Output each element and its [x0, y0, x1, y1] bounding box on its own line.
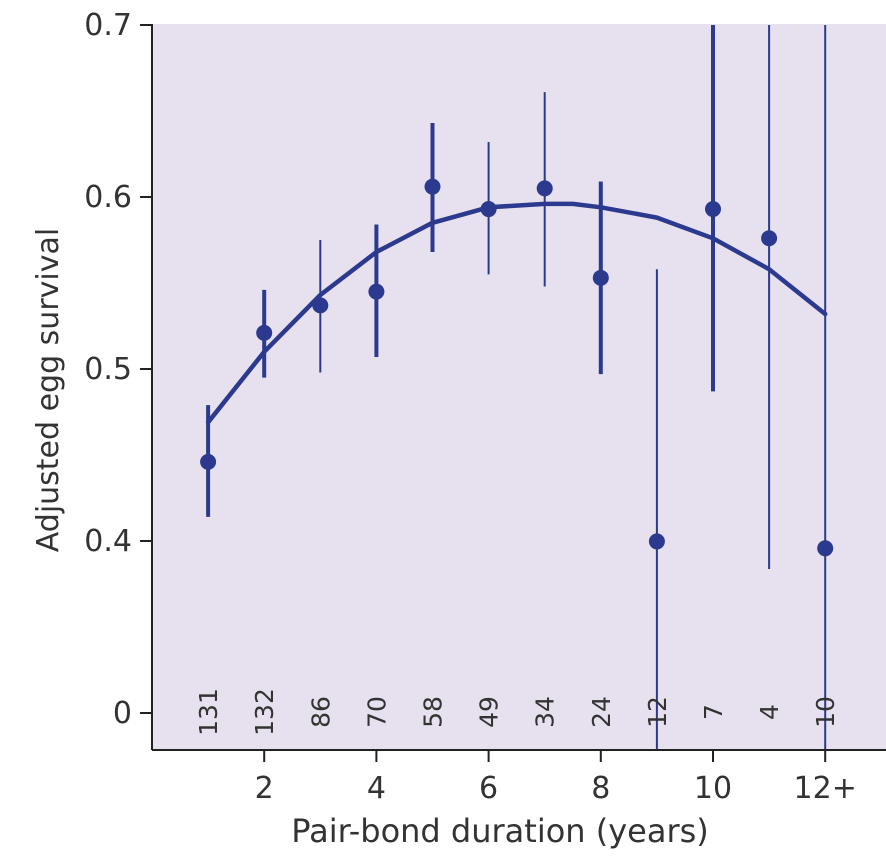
data-point [480, 201, 497, 218]
y-tick-label: 0.4 [84, 524, 132, 559]
x-tick-label: 4 [367, 771, 386, 806]
y-tick-label: 0.6 [84, 180, 132, 215]
sample-size-label: 70 [362, 696, 391, 728]
x-tick-label: 12+ [794, 771, 857, 806]
sample-size-label: 7 [699, 704, 728, 720]
y-tick-label: 0.5 [84, 352, 132, 387]
data-point [592, 269, 609, 286]
data-point [536, 180, 553, 197]
data-point [424, 178, 441, 195]
data-point [256, 324, 273, 341]
sample-size-label: 34 [531, 696, 560, 728]
sample-size-label: 24 [587, 696, 616, 728]
x-tick-label: 2 [255, 771, 274, 806]
plot-background [152, 24, 886, 750]
x-axis-label: Pair-bond duration (years) [291, 812, 709, 850]
data-point [817, 540, 834, 557]
sample-size-label: 10 [811, 696, 840, 728]
data-point [705, 201, 721, 218]
sample-size-label: 49 [475, 696, 504, 728]
x-tick-label: 10 [694, 771, 732, 806]
sample-size-label: 4 [755, 704, 784, 720]
y-tick-label: 0 [113, 696, 132, 731]
sample-size-label: 132 [250, 688, 279, 736]
x-tick-label: 8 [591, 771, 610, 806]
data-point [648, 533, 665, 550]
data-point [761, 230, 778, 247]
data-point [312, 297, 329, 314]
sample-size-label: 12 [643, 696, 672, 728]
x-tick-label: 6 [479, 771, 498, 806]
y-tick-label: 0.7 [84, 8, 132, 43]
data-point [368, 283, 385, 300]
sample-size-label: 86 [306, 696, 335, 728]
sample-size-label: 131 [194, 688, 223, 736]
y-axis-label: Adjusted egg survival [31, 228, 66, 552]
sample-size-label: 58 [419, 696, 448, 728]
data-point [200, 453, 217, 470]
